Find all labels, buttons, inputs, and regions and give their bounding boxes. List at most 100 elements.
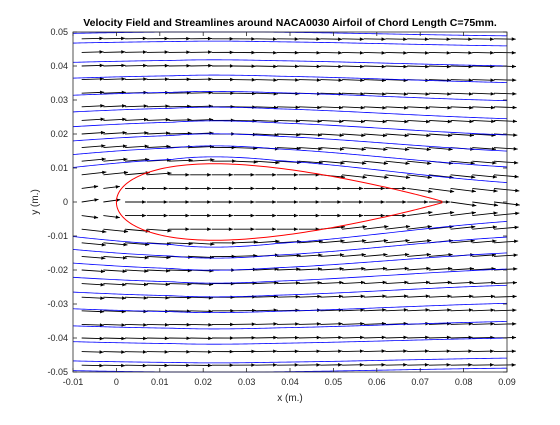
velocity-vector-482 bbox=[125, 37, 147, 41]
velocity-vector-63 bbox=[147, 323, 169, 327]
velocity-vector-495 bbox=[407, 37, 429, 41]
velocity-vector-341 bbox=[103, 131, 126, 135]
velocity-vector-27 bbox=[234, 350, 256, 354]
velocity-vector-399 bbox=[494, 106, 517, 110]
velocity-vector-155 bbox=[407, 267, 430, 271]
velocity-vector-289 bbox=[277, 173, 298, 177]
velocity-vector-47 bbox=[234, 336, 256, 340]
velocity-vector-35 bbox=[407, 349, 429, 353]
velocity-vector-446 bbox=[212, 64, 234, 68]
velocity-vector-238 bbox=[472, 211, 497, 215]
velocity-vector-246 bbox=[212, 200, 233, 204]
velocity-vector-300 bbox=[82, 157, 106, 161]
velocity-vector-194 bbox=[385, 239, 409, 243]
velocity-vector-418 bbox=[472, 92, 494, 96]
x-axis-label: x (m.) bbox=[277, 393, 303, 404]
velocity-vector-180 bbox=[82, 243, 106, 247]
velocity-vector-37 bbox=[451, 349, 473, 353]
velocity-vector-487 bbox=[234, 37, 256, 41]
velocity-vector-225 bbox=[190, 214, 211, 218]
velocity-vector-117 bbox=[451, 295, 474, 299]
velocity-vector-288 bbox=[255, 173, 276, 177]
velocity-vector-394 bbox=[385, 106, 408, 110]
velocity-vector-414 bbox=[385, 92, 407, 96]
velocity-vector-45 bbox=[190, 337, 212, 341]
velocity-vector-339 bbox=[494, 147, 518, 151]
velocity-vector-126 bbox=[212, 282, 235, 286]
velocity-vector-12 bbox=[342, 363, 364, 367]
velocity-vector-361 bbox=[103, 118, 126, 122]
velocity-vector-171 bbox=[320, 253, 344, 257]
velocity-vector-62 bbox=[125, 323, 147, 327]
velocity-vector-278 bbox=[472, 188, 497, 192]
velocity-vector-121 bbox=[103, 283, 126, 287]
x-tick-label: 0.09 bbox=[498, 377, 516, 387]
velocity-vector-439 bbox=[494, 78, 516, 82]
velocity-vector-95 bbox=[407, 308, 429, 312]
velocity-vector-378 bbox=[472, 120, 495, 124]
velocity-vector-4 bbox=[168, 364, 190, 368]
velocity-vector-484 bbox=[168, 37, 190, 41]
velocity-vector-101 bbox=[103, 296, 126, 300]
velocity-vector-240 bbox=[82, 198, 99, 202]
velocity-vector-376 bbox=[429, 120, 452, 124]
velocity-vector-116 bbox=[429, 294, 452, 298]
velocity-vector-390 bbox=[299, 106, 322, 110]
velocity-vector-160 bbox=[82, 256, 106, 260]
velocity-vector-423 bbox=[147, 77, 169, 81]
velocity-vector-32 bbox=[342, 349, 364, 353]
velocity-vector-226 bbox=[212, 214, 233, 218]
velocity-vector-5 bbox=[190, 364, 212, 368]
velocity-vector-448 bbox=[255, 65, 277, 69]
velocity-vector-398 bbox=[472, 106, 495, 110]
velocity-vector-372 bbox=[342, 120, 365, 124]
velocity-vector-464 bbox=[168, 50, 190, 54]
velocity-vector-450 bbox=[299, 65, 321, 69]
velocity-vector-432 bbox=[342, 78, 364, 82]
velocity-vector-224 bbox=[168, 214, 189, 218]
velocity-vector-478 bbox=[472, 51, 494, 55]
velocity-vector-227 bbox=[234, 214, 255, 218]
velocity-vector-263 bbox=[147, 187, 168, 191]
velocity-vector-253 bbox=[364, 200, 385, 204]
y-axis-label: y (m.) bbox=[30, 189, 41, 215]
velocity-vector-281 bbox=[103, 171, 128, 175]
velocity-vector-375 bbox=[407, 120, 430, 124]
x-tick-label: 0.04 bbox=[281, 377, 299, 387]
streamline-14 bbox=[73, 107, 507, 119]
y-tick-label: -0.01 bbox=[47, 231, 68, 241]
velocity-vector-422 bbox=[125, 77, 147, 81]
y-tick-label: 0.01 bbox=[50, 163, 68, 173]
velocity-vector-24 bbox=[168, 350, 190, 354]
velocity-vector-106 bbox=[212, 295, 235, 299]
y-tick-label: 0.04 bbox=[50, 61, 68, 71]
velocity-vector-23 bbox=[147, 350, 169, 354]
velocity-vector-242 bbox=[125, 200, 146, 204]
velocity-vector-201 bbox=[103, 229, 128, 233]
velocity-vector-2 bbox=[125, 364, 147, 368]
velocity-vector-129 bbox=[277, 281, 300, 285]
velocity-vector-455 bbox=[407, 65, 429, 69]
x-tick-label: 0 bbox=[114, 377, 119, 387]
velocity-vector-11 bbox=[320, 363, 342, 367]
velocity-vector-332 bbox=[342, 147, 366, 151]
velocity-vector-222 bbox=[125, 214, 146, 218]
velocity-vector-355 bbox=[407, 134, 430, 138]
velocity-vector-123 bbox=[147, 283, 170, 287]
velocity-vector-421 bbox=[103, 77, 125, 81]
velocity-vector-7 bbox=[234, 363, 256, 367]
velocity-vector-356 bbox=[429, 134, 452, 138]
velocity-vector-33 bbox=[364, 349, 386, 353]
velocity-vector-467 bbox=[234, 51, 256, 55]
velocity-vector-14 bbox=[385, 363, 407, 367]
velocity-vector-34 bbox=[385, 349, 407, 353]
velocity-vector-195 bbox=[407, 239, 431, 243]
velocity-vector-157 bbox=[451, 267, 474, 271]
velocity-vector-43 bbox=[147, 337, 169, 341]
velocity-vector-425 bbox=[190, 77, 212, 81]
velocity-vector-18 bbox=[472, 363, 494, 367]
velocity-vector-312 bbox=[342, 161, 366, 165]
velocity-vector-357 bbox=[451, 133, 474, 137]
